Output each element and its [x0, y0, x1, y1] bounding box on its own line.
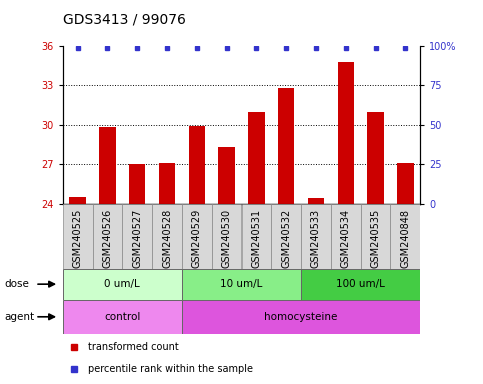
Bar: [129, 164, 145, 204]
Bar: [271, 204, 301, 269]
Bar: [248, 112, 265, 204]
Bar: [390, 204, 420, 269]
Text: GSM240530: GSM240530: [222, 209, 232, 268]
Bar: [63, 269, 182, 300]
Bar: [368, 112, 384, 204]
Text: percentile rank within the sample: percentile rank within the sample: [88, 364, 253, 374]
Bar: [159, 163, 175, 204]
Bar: [152, 204, 182, 269]
Text: GSM240533: GSM240533: [311, 209, 321, 268]
Text: 0 um/L: 0 um/L: [104, 279, 140, 289]
Text: GSM240527: GSM240527: [132, 209, 142, 268]
Text: GSM240534: GSM240534: [341, 209, 351, 268]
Bar: [397, 163, 413, 204]
Text: GSM240531: GSM240531: [251, 209, 261, 268]
Bar: [122, 204, 152, 269]
Bar: [189, 126, 205, 204]
Bar: [278, 88, 294, 204]
Bar: [242, 204, 271, 269]
Bar: [99, 127, 115, 204]
Bar: [63, 300, 182, 334]
Bar: [182, 269, 301, 300]
Text: GSM240535: GSM240535: [370, 209, 381, 268]
Text: GSM240525: GSM240525: [72, 209, 83, 268]
Text: homocysteine: homocysteine: [264, 312, 338, 322]
Bar: [361, 204, 390, 269]
Bar: [331, 204, 361, 269]
Text: agent: agent: [5, 312, 35, 322]
Text: GDS3413 / 99076: GDS3413 / 99076: [63, 13, 185, 27]
Bar: [182, 300, 420, 334]
Bar: [308, 198, 324, 204]
Bar: [218, 147, 235, 204]
Text: 10 um/L: 10 um/L: [220, 279, 263, 289]
Text: GSM240848: GSM240848: [400, 209, 411, 268]
Bar: [212, 204, 242, 269]
Bar: [63, 204, 93, 269]
Bar: [301, 204, 331, 269]
Text: 100 um/L: 100 um/L: [336, 279, 385, 289]
Bar: [70, 197, 86, 204]
Text: GSM240532: GSM240532: [281, 209, 291, 268]
Bar: [338, 62, 354, 204]
Text: transformed count: transformed count: [88, 342, 179, 352]
Text: GSM240528: GSM240528: [162, 209, 172, 268]
Bar: [301, 269, 420, 300]
Text: GSM240529: GSM240529: [192, 209, 202, 268]
Bar: [93, 204, 122, 269]
Text: GSM240526: GSM240526: [102, 209, 113, 268]
Bar: [182, 204, 212, 269]
Text: control: control: [104, 312, 141, 322]
Text: dose: dose: [5, 279, 30, 289]
